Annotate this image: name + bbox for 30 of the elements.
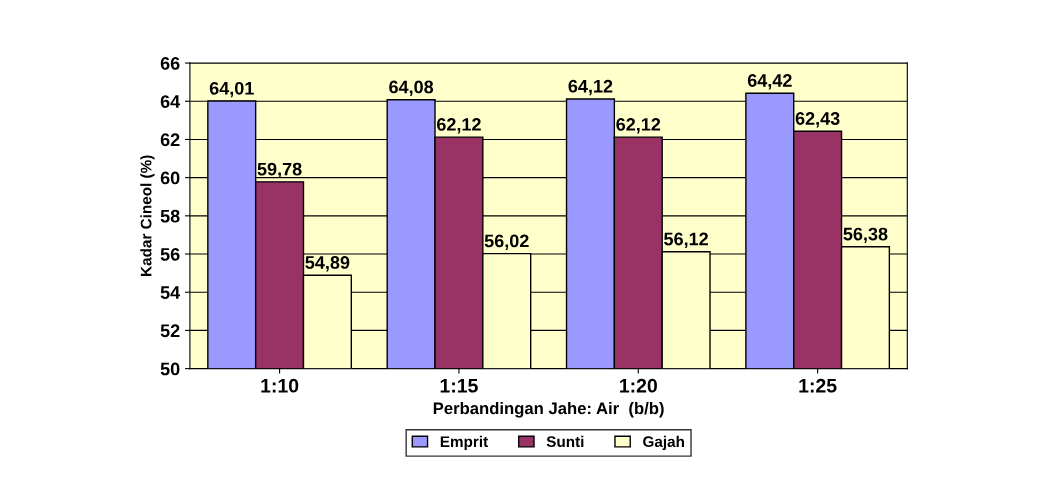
data-label: 54,89 — [305, 256, 350, 272]
y-tick-label: 66 — [160, 56, 180, 70]
x-tick-label: 1:20 — [620, 378, 657, 393]
data-label: 59,78 — [257, 162, 302, 179]
data-label: 64,01 — [209, 81, 254, 98]
data-label: 62,12 — [437, 118, 481, 134]
data-label: 56,38 — [843, 227, 888, 244]
y-tick-label: 64 — [160, 95, 181, 108]
legend-label: Sunti — [546, 435, 584, 448]
y-axis-title: Kadar Cineol (%) — [140, 155, 155, 276]
y-tick-label: 60 — [160, 171, 180, 185]
x-tick-label: 1:15 — [440, 379, 478, 393]
data-label: 56,02 — [484, 234, 529, 250]
data-label: 64,08 — [389, 80, 434, 96]
legend-label: Gajah — [643, 435, 684, 451]
data-label: 64,42 — [747, 74, 792, 90]
y-tick-label: 56 — [160, 247, 180, 261]
data-label: 62,43 — [795, 112, 840, 128]
y-tick-label: 62 — [160, 133, 180, 147]
x-tick-label: 1:10 — [261, 378, 299, 393]
x-tick-label: 1:25 — [799, 378, 837, 393]
data-label: 56,12 — [664, 232, 708, 248]
y-tick-label: 54 — [160, 286, 181, 299]
legend-label: Emprit — [440, 435, 488, 451]
y-tick-label: 50 — [160, 362, 180, 376]
data-label: 64,12 — [568, 79, 613, 96]
data-label: 62,12 — [616, 118, 661, 134]
y-tick-label: 58 — [160, 209, 180, 223]
x-axis-title: Perbandingan Jahe: Air (b/b) — [433, 402, 664, 418]
y-tick-label: 52 — [160, 324, 180, 338]
